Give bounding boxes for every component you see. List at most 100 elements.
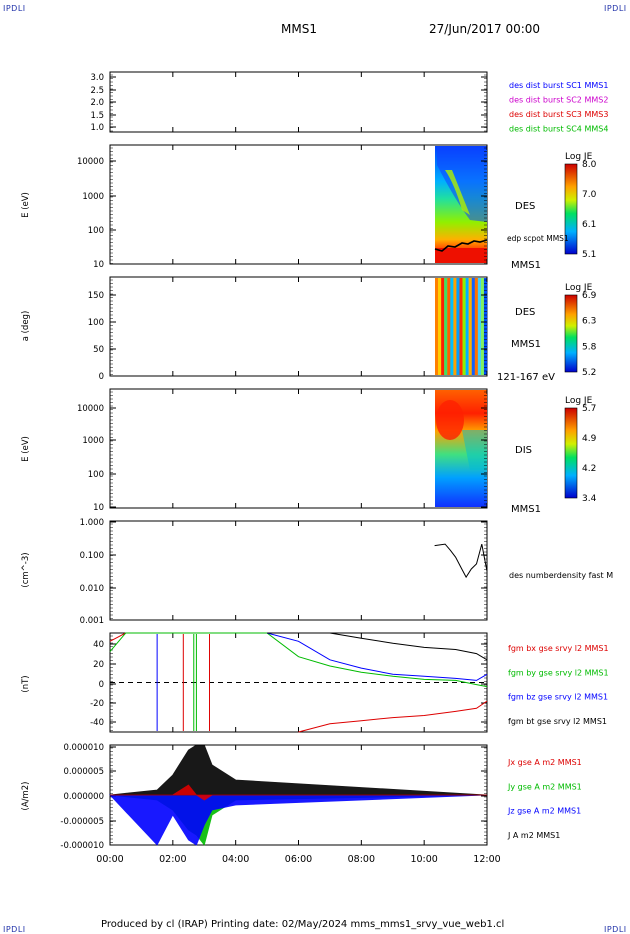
y-axis-label: E (eV) — [21, 192, 31, 218]
ytick-label: 1.0 — [90, 123, 104, 133]
y-axis-label: (A/m2) — [21, 782, 31, 811]
ytick-label: 40 — [93, 640, 104, 650]
pitch-angle-band — [450, 278, 454, 375]
colorbar-tick-label: 7.0 — [582, 190, 597, 200]
panel-5-legend: des numberdensity fast M — [509, 571, 613, 580]
dis-energy-spectrogram — [435, 390, 487, 507]
pitch-angle-band — [447, 278, 451, 375]
field-series-line — [267, 632, 488, 661]
colorbar-panel-3 — [564, 294, 578, 373]
panel-5-frame — [109, 520, 488, 621]
ytick-label: 10 — [93, 503, 104, 513]
panel-6-legend: fgm by gse srvy l2 MMS1 — [508, 668, 609, 677]
sc-label: MMS1 — [511, 339, 541, 350]
ytick-label: 100 — [88, 470, 104, 480]
ytick-label: 100 — [88, 226, 104, 236]
ytick-label: -0.000010 — [60, 841, 104, 851]
corner-label-bottom-right: IPDLI — [604, 925, 627, 934]
time-tick-label: 00:00 — [96, 854, 123, 865]
pitch-angle-band — [468, 278, 472, 375]
pitch-angle-band — [438, 278, 442, 375]
time-tick-label: 04:00 — [222, 854, 249, 865]
y-axis-label: (nT) — [21, 675, 31, 692]
panel-1-frame — [109, 71, 488, 133]
ytick-label: 1.000 — [80, 518, 104, 528]
panel-1-legend: des dist burst SC2 MMS2 — [509, 96, 608, 105]
pitch-angle-band — [456, 278, 460, 375]
colorbar-panel-2 — [564, 163, 578, 255]
panel-4-frame — [109, 388, 488, 509]
ytick-label: 1.5 — [90, 111, 104, 121]
colorbar-title: Log JE — [565, 152, 593, 162]
des-label: DES — [515, 201, 535, 212]
pitch-angle-band — [462, 278, 466, 375]
ytick-label: 0.000005 — [63, 767, 104, 777]
ytick-label: 3.0 — [90, 73, 104, 83]
dis-label: DIS — [515, 445, 532, 456]
ytick-label: 2.0 — [90, 98, 104, 108]
pitch-angle-band — [471, 278, 475, 375]
panel-6-legend: fgm bz gse srvy l2 MMS1 — [508, 693, 608, 702]
colorbar-tick-label: 6.9 — [582, 291, 597, 301]
y-axis-label: a (deg) — [21, 311, 31, 342]
sc-label: MMS1 — [511, 260, 541, 271]
colorbar-tick-label: 8.0 — [582, 160, 597, 170]
panel-7-legend: Jx gse A m2 MMS1 — [507, 758, 582, 767]
panel-1-legend: des dist burst SC3 MMS3 — [509, 110, 608, 119]
ytick-label: 50 — [93, 345, 104, 355]
colorbar-title: Log JE — [565, 283, 593, 293]
pitch-angle-band — [477, 278, 482, 375]
ytick-label: 10000 — [77, 404, 104, 414]
y-axis-label: (cm^-3) — [21, 552, 31, 587]
field-series-line — [109, 632, 488, 688]
axis-ticks — [109, 72, 488, 846]
ytick-label: 0.000010 — [63, 743, 104, 753]
colorbar-tick-label: 5.1 — [582, 250, 596, 260]
pitch-angle-spectrogram — [435, 278, 488, 375]
current-series-area — [109, 744, 488, 796]
current-series-area — [109, 794, 488, 846]
ytick-label: -20 — [90, 699, 104, 709]
colorbar-panel-4 — [564, 407, 578, 499]
ytick-label: 0.000000 — [63, 792, 104, 802]
ytick-label: 2.5 — [90, 86, 104, 96]
panel-6-legend: fgm bt gse srvy l2 MMS1 — [508, 717, 607, 726]
pitch-angle-band — [453, 278, 457, 375]
ytick-label: 1000 — [82, 192, 104, 202]
ytick-label: 1000 — [82, 436, 104, 446]
density-series-line — [434, 543, 488, 579]
panel-7-legend: Jz gse A m2 MMS1 — [507, 807, 581, 816]
pitch-angle-band — [480, 278, 485, 375]
colorbar-tick-label: 5.7 — [582, 404, 596, 414]
pitch-angle-band — [459, 278, 463, 375]
field-series-line — [109, 632, 488, 733]
corner-label-top-right: IPDLI — [604, 4, 627, 13]
corner-label-bottom-left: IPDLI — [3, 925, 26, 934]
des-energy-spectrogram — [434, 146, 488, 263]
ytick-label: 150 — [88, 291, 104, 301]
current-series-area — [110, 784, 487, 801]
ytick-label: 0.010 — [80, 584, 104, 594]
date-title: 27/Jun/2017 00:00 — [429, 22, 541, 36]
pitch-angle-band — [444, 278, 448, 375]
field-series-line — [266, 632, 488, 681]
pitch-angle-band — [441, 278, 445, 375]
ytick-label: -0.000005 — [60, 817, 104, 827]
time-tick-label: 10:00 — [410, 854, 437, 865]
panel-2-frame — [109, 144, 488, 265]
ytick-label: 10000 — [77, 157, 104, 167]
y-axis-label: E (eV) — [21, 436, 31, 462]
ytick-label: 0 — [99, 372, 104, 382]
pitch-angle-band — [474, 278, 479, 375]
edp-scpot-label: edp scpot MMS1 — [507, 234, 569, 243]
pitch-angle-band — [483, 278, 488, 375]
pitch-angle-band — [465, 278, 469, 375]
panel-1-legend: des dist burst SC1 MMS1 — [509, 81, 608, 90]
ytick-label: 10 — [93, 260, 104, 270]
edp-scpot-line — [434, 239, 488, 252]
panel-1-legend: des dist burst SC4 MMS4 — [509, 125, 608, 134]
sc-label: MMS1 — [511, 504, 541, 515]
panel-3-frame — [109, 276, 488, 377]
time-tick-label: 06:00 — [285, 854, 312, 865]
